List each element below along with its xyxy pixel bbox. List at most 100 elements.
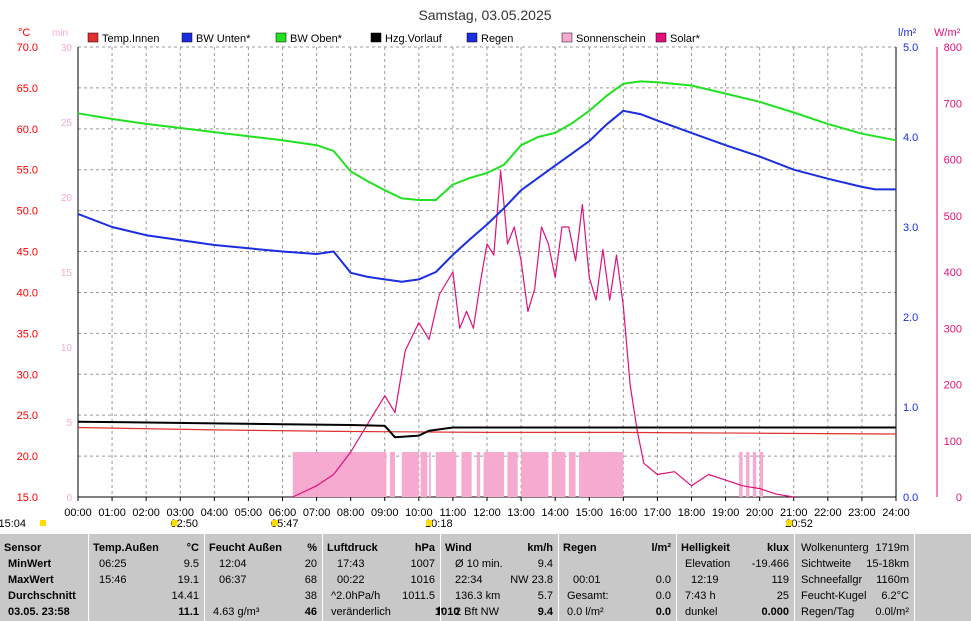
marker-label: 15:04	[0, 518, 26, 530]
stats-extra-label-1: Sichtweite	[801, 558, 852, 570]
stats-feucht-unit: %	[307, 542, 317, 554]
axis-unit-celsius: °C	[18, 27, 30, 39]
stats-extra-label-4: Regen/Tag	[801, 606, 855, 618]
stats-temp-unit: °C	[186, 542, 199, 554]
stats-label-current: 03.05. 23:58	[8, 606, 70, 618]
solar-tick-label: 800	[944, 42, 962, 54]
sunshine-bar	[746, 452, 750, 497]
stats-regen-time: 00:01	[573, 574, 601, 586]
x-tick-label: 20:00	[746, 507, 774, 519]
sun-marker-icon	[171, 520, 178, 526]
solar-tick-label: 300	[944, 323, 962, 335]
sunshine-bar	[476, 452, 481, 497]
sun-marker-icon	[426, 520, 433, 526]
sunshine-bar	[420, 452, 428, 497]
legend-label: Regen	[481, 33, 513, 45]
stats-wind-current: 9.4	[537, 606, 553, 618]
x-tick-label: 15:00	[575, 507, 603, 519]
solar-tick-label: 400	[944, 267, 962, 279]
series-line	[292, 170, 794, 498]
x-tick-label: 24:00	[882, 507, 910, 519]
x-tick-label: 05:00	[235, 507, 263, 519]
stats-luft-column: Luftdruck hPa 17:43 1007 00:22 1016 ^2.0hPa…	[322, 534, 459, 621]
stats-wind-unit: km/h	[527, 542, 553, 554]
stats-regen-unit: l/m²	[651, 542, 671, 554]
left-tick-label: 60.0	[17, 124, 38, 136]
stats-hell-current: 0.000	[761, 606, 789, 618]
rain-tick-label: 2.0	[903, 312, 918, 324]
stats-extra-value-1: 15-18km	[866, 558, 909, 570]
stats-extra-value-3: 6.2°C	[881, 590, 909, 602]
legend-label: Hzg.Vorlauf	[385, 33, 443, 45]
stats-luft-max: 1016	[410, 574, 435, 586]
rain-tick-label: 1.0	[903, 402, 918, 414]
x-tick-label: 13:00	[507, 507, 535, 519]
solar-tick-label: 100	[944, 436, 962, 448]
stats-temp-column: Temp.Außen °C 06:25 9.5 15:46 19.1 14.41 11…	[88, 534, 205, 621]
axis-unit-rain: l/m²	[898, 27, 917, 39]
min-tick-label: 0	[66, 493, 72, 504]
weather-chart: Samstag, 03.05.2025 Temp.Innen BW Unten* BW…	[0, 7, 962, 530]
sunshine-bar	[579, 452, 624, 497]
x-tick-label: 09:00	[371, 507, 399, 519]
series-line	[77, 426, 897, 435]
stats-wind-max: NW 23.8	[510, 574, 553, 586]
stats-label-max: MaxWert	[8, 574, 54, 586]
stats-wind-bft: 2 Bft NW	[455, 606, 500, 618]
sun-marker-icon	[40, 520, 46, 526]
x-tick-label: 18:00	[678, 507, 706, 519]
stats-wind-header: Wind	[445, 542, 472, 554]
stats-hell-elevation: -19.466	[751, 558, 789, 570]
solar-tick-label: 0	[956, 492, 962, 504]
x-tick-label: 23:00	[848, 507, 876, 519]
min-tick-label: 5	[66, 418, 72, 429]
x-tick-label: 16:00	[610, 507, 638, 519]
stats-extra-column: Wolkenunterg 1719m Sichtweite 15-18km Schn…	[794, 534, 915, 621]
rain-tick-label: 4.0	[903, 132, 918, 144]
solar-tick-label: 700	[944, 98, 962, 110]
stats-extra-label-0: Wolkenunterg	[801, 542, 869, 554]
stats-hell-max-time: 12:19	[691, 574, 719, 586]
left-tick-label: 25.0	[17, 410, 38, 422]
rain-tick-label: 5.0	[903, 42, 918, 54]
stats-sensor-header: Sensor	[4, 542, 42, 554]
min-tick-label: 10	[61, 343, 73, 354]
x-tick-label: 11:00	[440, 507, 467, 519]
stats-temp-min: 9.5	[183, 558, 199, 570]
x-tick-label: 03:00	[166, 507, 194, 519]
stats-hell-avg: 25	[776, 590, 789, 602]
left-tick-label: 15.0	[17, 492, 38, 504]
x-tick-label: 04:00	[201, 507, 229, 519]
sunshine-bar	[483, 452, 505, 497]
stats-sensor-column: Sensor MinWert MaxWert Durchschnitt 03.0…	[0, 534, 88, 621]
stats-temp-header: Temp.Außen	[93, 542, 159, 554]
left-tick-label: 70.0	[17, 42, 38, 54]
min-tick-label: 30	[61, 43, 73, 54]
left-tick-label: 20.0	[17, 451, 38, 463]
stats-hell-state: dunkel	[685, 606, 718, 618]
left-tick-label: 30.0	[17, 369, 38, 381]
sunshine-bar	[752, 452, 757, 497]
rain-tick-label: 3.0	[903, 222, 918, 234]
legend-swatch	[275, 32, 287, 43]
sunshine-bar	[461, 452, 472, 497]
stats-extra-value-0: 1719m	[875, 542, 909, 554]
stats-wind-mean: 5.7	[537, 590, 553, 602]
legend-label: BW Oben*	[290, 33, 343, 45]
legend-swatch	[655, 32, 667, 43]
min-tick-label: 25	[61, 118, 73, 129]
sunshine-bar	[429, 452, 431, 497]
x-tick-label: 00:00	[64, 507, 92, 519]
stats-regen-total: 0.0	[655, 590, 671, 602]
sunshine-bar	[759, 452, 764, 497]
sunshine-bar	[568, 452, 576, 497]
stats-panel: Sensor MinWert MaxWert Durchschnitt 03.0…	[0, 534, 971, 621]
x-tick-label: 06:00	[269, 507, 297, 519]
stats-feucht-max-time: 06:37	[219, 574, 247, 586]
stats-luft-trend: ^2.0hPa/h	[331, 590, 381, 602]
stats-extra-value-2: 1160m	[876, 574, 909, 586]
stats-hell-elevation-label: Elevation	[685, 558, 731, 570]
stats-luft-min: 1007	[410, 558, 435, 570]
stats-label-avg: Durchschnitt	[8, 590, 76, 602]
stats-feucht-current: 46	[304, 606, 317, 618]
